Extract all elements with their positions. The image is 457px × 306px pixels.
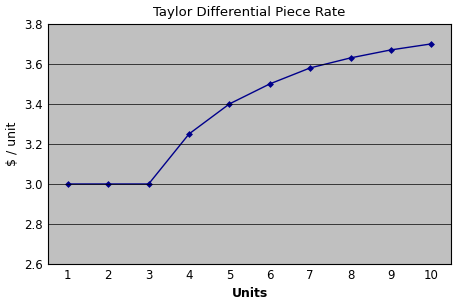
X-axis label: Units: Units	[231, 287, 268, 300]
Y-axis label: $ / unit: $ / unit	[5, 122, 19, 166]
Title: Taylor Differential Piece Rate: Taylor Differential Piece Rate	[154, 6, 346, 19]
